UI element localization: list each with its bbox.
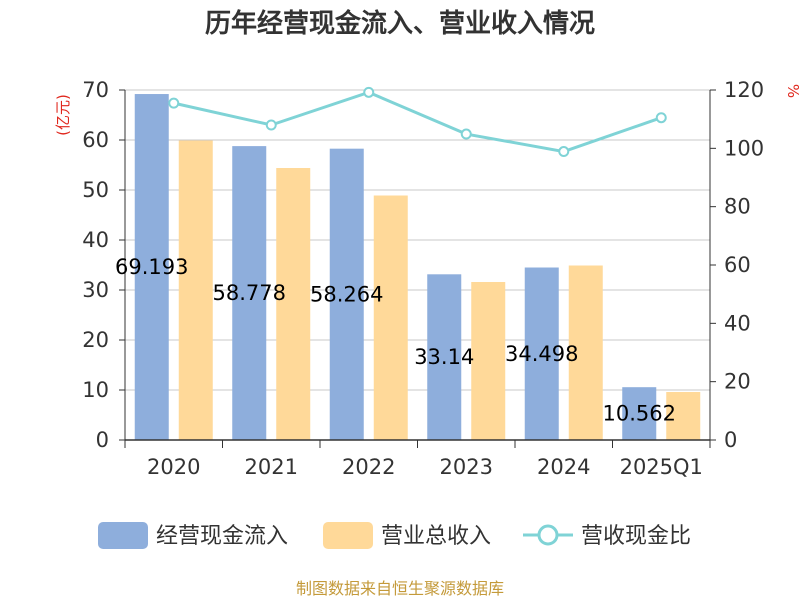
y-right-tick-label: 120	[724, 78, 764, 102]
bar-revenue	[373, 195, 408, 440]
y-right-tick-label: 0	[724, 428, 737, 452]
y-left-tick-label: 40	[82, 228, 109, 252]
y-left-tick-label: 30	[82, 278, 109, 302]
y-left-tick-label: 10	[82, 378, 109, 402]
y-left-tick-label: 60	[82, 128, 109, 152]
legend: 经营现金流入 营业总收入 营收现金比	[98, 522, 691, 549]
bars	[134, 94, 701, 441]
bar-cash-inflow	[329, 148, 364, 440]
bar-revenue	[471, 282, 506, 440]
y-left-tick-label: 0	[96, 428, 109, 452]
legend-label: 营业总收入	[381, 524, 491, 549]
ratio-point	[460, 128, 472, 140]
bar-revenue	[178, 140, 213, 440]
x-tick-label: 2020	[147, 455, 200, 479]
grid-lines	[125, 89, 710, 391]
ratio-point	[558, 146, 570, 158]
legend-swatch	[98, 522, 148, 549]
chart-title: 历年经营现金流入、营业收入情况	[205, 8, 595, 39]
y-left-tick-label: 20	[82, 328, 109, 352]
x-tick-label: 2022	[342, 455, 395, 479]
source-note: 制图数据来自恒生聚源数据库	[296, 579, 504, 598]
ratio-line-path	[173, 90, 662, 154]
bar-cash-inflow	[232, 146, 267, 441]
y-left-tick-label: 50	[82, 178, 109, 202]
ratio-point	[655, 112, 667, 124]
data-label: 34.498	[505, 342, 578, 366]
x-tick-label: 2024	[537, 455, 590, 479]
bar-cash-inflow	[427, 274, 462, 440]
bar-revenue	[568, 265, 603, 440]
ratio-point	[168, 97, 180, 109]
y-right-tick-label: 100	[724, 136, 764, 160]
data-label: 10.562	[603, 402, 676, 426]
bar-revenue	[666, 392, 701, 440]
bar-cash-inflow	[622, 387, 657, 440]
data-label: 58.264	[310, 282, 383, 306]
y-right-tick-label: 40	[724, 311, 751, 335]
y-left-tick-label: 70	[82, 78, 109, 102]
y-right-tick-label: 60	[724, 253, 751, 277]
y-right-tick-label: 80	[724, 195, 751, 219]
bar-revenue	[276, 168, 311, 440]
y-right-unit: %	[784, 84, 800, 98]
y-left-unit: (亿元)	[54, 94, 72, 136]
legend-label: 经营现金流入	[156, 524, 288, 549]
data-label: 58.778	[213, 281, 286, 305]
data-labels: 69.193 58.778 58.264 33.14 34.498 10.562	[115, 255, 676, 426]
ratio-point	[265, 119, 277, 131]
bar-cash-inflow	[134, 94, 169, 440]
bar-cash-inflow	[524, 267, 559, 440]
ratio-point	[363, 86, 375, 98]
axes: 0 10 20 30 40 50 60 70 0 20 40 60 80 100 120 2020 2021 20…	[82, 78, 764, 479]
x-tick-label: 2025Q1	[620, 455, 703, 479]
legend-swatch	[323, 522, 373, 549]
x-tick-label: 2021	[245, 455, 298, 479]
legend-marker	[537, 524, 559, 546]
data-label: 33.14	[414, 345, 474, 369]
legend-label: 营收现金比	[581, 524, 691, 549]
y-right-tick-label: 20	[724, 370, 751, 394]
x-tick-label: 2023	[440, 455, 493, 479]
data-label: 69.193	[115, 255, 188, 279]
ratio-line	[168, 86, 667, 158]
